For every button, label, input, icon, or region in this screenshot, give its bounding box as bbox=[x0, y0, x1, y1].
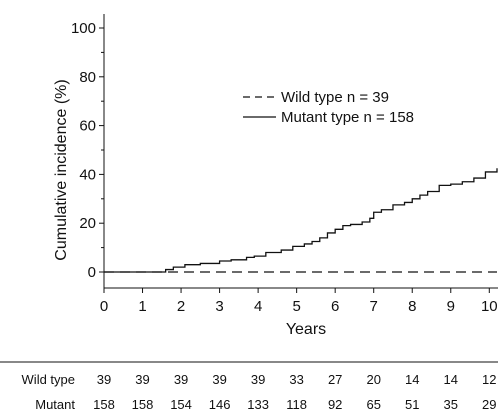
legend-wild-type-label: Wild type n = 39 bbox=[281, 89, 389, 106]
x-tick-label: 0 bbox=[100, 298, 108, 315]
risk-cell: 51 bbox=[405, 397, 419, 412]
risk-cell: 92 bbox=[328, 397, 342, 412]
risk-cell: 29 bbox=[482, 397, 496, 412]
risk-cell: 14 bbox=[405, 372, 419, 387]
risk-cell: 39 bbox=[174, 372, 188, 387]
x-tick-label: 3 bbox=[215, 298, 223, 315]
x-tick-label: 5 bbox=[292, 298, 300, 315]
y-tick-label: 20 bbox=[79, 215, 96, 232]
risk-cell: 12 bbox=[482, 372, 496, 387]
x-tick-label: 9 bbox=[447, 298, 455, 315]
series-mutant-type-line bbox=[104, 168, 498, 273]
risk-cell: 39 bbox=[212, 372, 226, 387]
risk-cell: 146 bbox=[209, 397, 231, 412]
risk-cell: 133 bbox=[247, 397, 269, 412]
y-tick-label: 0 bbox=[88, 264, 96, 281]
chart-series bbox=[104, 168, 498, 273]
chart-axes bbox=[103, 14, 498, 289]
risk-cell: 65 bbox=[366, 397, 380, 412]
legend-mutant-type-label: Mutant type n = 158 bbox=[281, 109, 414, 126]
risk-cell: 39 bbox=[97, 372, 111, 387]
risk-cell: 158 bbox=[93, 397, 115, 412]
risk-cell: 27 bbox=[328, 372, 342, 387]
x-tick-label: 2 bbox=[177, 298, 185, 315]
y-tick-label: 40 bbox=[79, 166, 96, 183]
at-risk-table: Wild type 39 39 39 39 39 33 27 20 14 14 12 Mutant 158… bbox=[22, 372, 497, 412]
risk-row-label: Wild type bbox=[22, 372, 75, 387]
x-axis-title: Years bbox=[286, 321, 326, 338]
risk-cell: 20 bbox=[366, 372, 380, 387]
x-tick-label: 4 bbox=[254, 298, 262, 315]
risk-cell: 33 bbox=[289, 372, 303, 387]
y-axis-title: Cumulative incidence (%) bbox=[53, 79, 70, 260]
x-tick-label: 1 bbox=[138, 298, 146, 315]
y-tick-label: 60 bbox=[79, 118, 96, 135]
risk-cell: 39 bbox=[251, 372, 265, 387]
risk-cell: 35 bbox=[444, 397, 458, 412]
risk-cell: 158 bbox=[132, 397, 154, 412]
x-tick-label: 6 bbox=[331, 298, 339, 315]
chart-legend: Wild type n = 39 Mutant type n = 158 bbox=[243, 89, 414, 126]
y-tick-label: 100 bbox=[71, 20, 96, 37]
risk-cell: 14 bbox=[444, 372, 458, 387]
x-tick-label: 10 bbox=[481, 298, 498, 315]
x-tick-label: 8 bbox=[408, 298, 416, 315]
x-tick-label: 7 bbox=[370, 298, 378, 315]
risk-row-label: Mutant bbox=[35, 397, 75, 412]
risk-cell: 154 bbox=[170, 397, 192, 412]
risk-cell: 118 bbox=[286, 397, 307, 412]
y-tick-label: 80 bbox=[79, 69, 96, 86]
risk-cell: 39 bbox=[135, 372, 149, 387]
chart-ticks: 0 20 40 60 80 100 0 1 2 3 4 5 6 7 8 9 10 bbox=[71, 20, 498, 315]
